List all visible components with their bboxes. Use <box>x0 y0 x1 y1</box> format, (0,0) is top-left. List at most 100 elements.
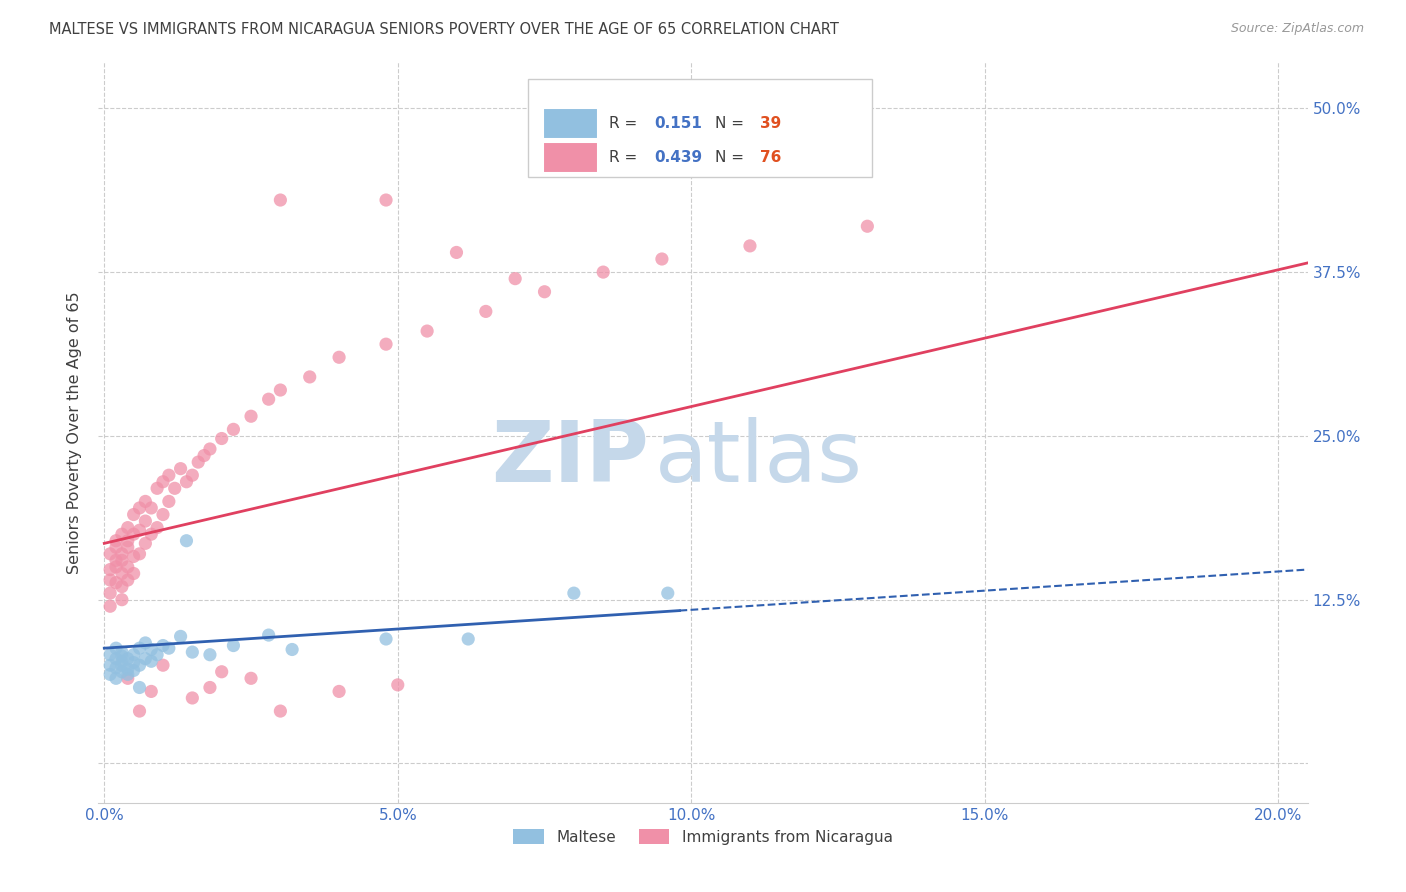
Point <box>98 586 121 600</box>
Point <box>328 684 350 698</box>
Point <box>117 662 139 676</box>
Point <box>416 324 439 338</box>
Point <box>134 536 156 550</box>
Point <box>533 285 555 299</box>
Point <box>657 586 679 600</box>
Point <box>298 370 321 384</box>
Text: 0.151: 0.151 <box>655 116 703 131</box>
Point <box>181 468 204 483</box>
Point <box>152 639 174 653</box>
Point <box>128 523 150 537</box>
Point <box>257 392 280 407</box>
Point <box>222 639 245 653</box>
Point <box>169 461 191 475</box>
Point <box>111 658 134 673</box>
Point <box>122 549 145 564</box>
Point <box>105 661 128 675</box>
Y-axis label: Seniors Poverty Over the Age of 65: Seniors Poverty Over the Age of 65 <box>67 292 83 574</box>
Point <box>117 521 139 535</box>
Point <box>328 351 350 365</box>
Text: R =: R = <box>609 116 641 131</box>
Point <box>105 541 128 555</box>
Point <box>98 658 121 673</box>
Point <box>281 642 304 657</box>
Point <box>457 632 479 646</box>
Point <box>134 636 156 650</box>
Point <box>105 560 128 574</box>
Point <box>146 481 169 495</box>
Point <box>187 455 209 469</box>
Point <box>122 664 145 678</box>
Point <box>146 648 169 662</box>
Point <box>98 573 121 587</box>
Point <box>152 658 174 673</box>
Point <box>98 563 121 577</box>
Point <box>111 654 134 668</box>
Text: N =: N = <box>716 150 749 165</box>
Text: 39: 39 <box>759 116 782 131</box>
Point <box>128 658 150 673</box>
Point <box>375 632 398 646</box>
Text: R =: R = <box>609 150 641 165</box>
Point <box>117 560 139 574</box>
Point <box>141 527 163 541</box>
Point <box>128 704 150 718</box>
Text: 0.439: 0.439 <box>655 150 703 165</box>
Point <box>111 648 134 663</box>
FancyBboxPatch shape <box>527 79 872 178</box>
Point <box>257 628 280 642</box>
Bar <box>543 142 598 173</box>
Point <box>134 494 156 508</box>
Text: Source: ZipAtlas.com: Source: ZipAtlas.com <box>1230 22 1364 36</box>
Point <box>198 648 221 662</box>
Point <box>128 500 150 515</box>
Point <box>157 494 180 508</box>
Point <box>222 422 245 436</box>
Point <box>117 671 139 685</box>
Point <box>117 651 139 665</box>
Point <box>269 704 291 718</box>
Point <box>117 573 139 587</box>
Point <box>105 641 128 656</box>
Point <box>122 648 145 662</box>
Point <box>152 508 174 522</box>
Point <box>157 641 180 656</box>
Point <box>198 681 221 695</box>
Point <box>181 690 204 705</box>
Point <box>122 566 145 581</box>
Bar <box>543 108 598 139</box>
Legend: Maltese, Immigrants from Nicaragua: Maltese, Immigrants from Nicaragua <box>508 822 898 851</box>
Point <box>562 586 585 600</box>
Text: MALTESE VS IMMIGRANTS FROM NICARAGUA SENIORS POVERTY OVER THE AGE OF 65 CORRELAT: MALTESE VS IMMIGRANTS FROM NICARAGUA SEN… <box>49 22 839 37</box>
Point <box>176 533 198 548</box>
Point <box>240 671 263 685</box>
Point <box>446 245 468 260</box>
Point <box>141 654 163 668</box>
Point <box>122 527 145 541</box>
Point <box>128 547 150 561</box>
Point <box>738 239 761 253</box>
Point <box>856 219 879 234</box>
Point <box>181 645 204 659</box>
Point <box>128 681 150 695</box>
Point <box>375 337 398 351</box>
Point <box>111 566 134 581</box>
Point <box>163 481 186 495</box>
Point <box>592 265 614 279</box>
Point <box>169 629 191 643</box>
Point <box>98 667 121 681</box>
Point <box>117 667 139 681</box>
Point <box>117 541 139 555</box>
Point <box>211 432 233 446</box>
Point <box>141 642 163 657</box>
Point <box>105 553 128 567</box>
Point <box>111 553 134 567</box>
Point <box>146 521 169 535</box>
Point <box>117 533 139 548</box>
Point <box>475 304 498 318</box>
Point <box>111 527 134 541</box>
Point <box>111 592 134 607</box>
Point <box>105 575 128 590</box>
Point <box>141 684 163 698</box>
Point <box>128 641 150 656</box>
